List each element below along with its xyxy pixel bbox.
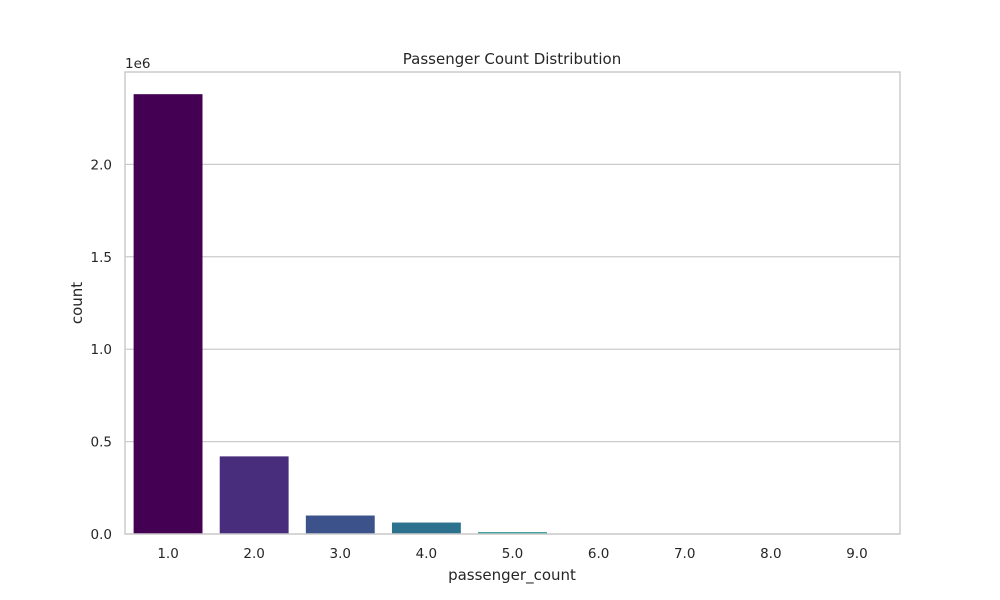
x-tick-label: 8.0 <box>760 546 781 562</box>
y-axis-label: count <box>68 282 86 324</box>
bar-5.0 <box>478 532 547 534</box>
chart-title: Passenger Count Distribution <box>403 50 621 68</box>
x-tick-label: 4.0 <box>416 546 437 562</box>
x-tick-label: 3.0 <box>330 546 351 562</box>
x-axis-label: passenger_count <box>448 566 576 585</box>
x-tick-label: 5.0 <box>502 546 523 562</box>
bars <box>133 94 892 535</box>
y-tick-label: 0.5 <box>91 435 112 451</box>
y-tick-label: 2.0 <box>91 157 112 173</box>
x-tick-label: 9.0 <box>846 546 867 562</box>
x-tick-label: 2.0 <box>243 546 264 562</box>
y-tick-label: 1.5 <box>91 250 112 266</box>
y-offset-label: 1e6 <box>125 56 150 72</box>
y-tick-label: 0.0 <box>91 527 112 543</box>
x-tick-label: 6.0 <box>588 546 609 562</box>
y-tick-label: 1.0 <box>91 342 112 358</box>
x-tick-label: 1.0 <box>157 546 178 562</box>
bar-4.0 <box>391 522 461 534</box>
bar-1.0 <box>133 94 203 535</box>
y-tick-labels: 0.0 0.5 1.0 1.5 2.0 <box>91 157 112 543</box>
plot-frame <box>124 71 901 535</box>
x-tick-label: 7.0 <box>674 546 695 562</box>
bar-3.0 <box>305 515 375 534</box>
bar-2.0 <box>219 456 289 534</box>
x-tick-labels: 1.0 2.0 3.0 4.0 5.0 6.0 7.0 8.0 9.0 <box>157 546 867 562</box>
